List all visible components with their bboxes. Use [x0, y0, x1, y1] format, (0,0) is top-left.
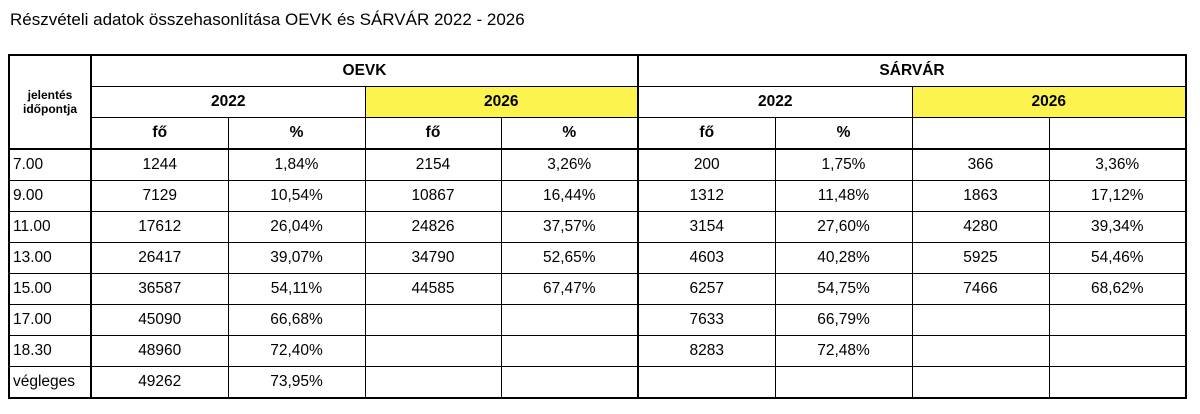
- row-time: végleges: [8, 366, 92, 399]
- row-time: 15.00: [8, 273, 92, 305]
- oevk-2026-pct-header: %: [500, 117, 639, 150]
- sarvar-2026-pct: [1048, 366, 1187, 399]
- oevk-2026-pct: 3,26%: [500, 148, 639, 181]
- sarvar-2026-fo: [911, 366, 1050, 399]
- sarvar-2026-pct-header: [1048, 117, 1187, 150]
- report-time-header: jelentés időpontja: [8, 54, 92, 150]
- sarvar-2026-pct: 17,12%: [1048, 180, 1187, 212]
- sarvar-2026-fo-header: [911, 117, 1050, 150]
- sarvar-2022-pct: 72,48%: [774, 335, 913, 367]
- oevk-2022-fo: 26417: [90, 242, 229, 274]
- table-row: 9.00 7129 10,54% 10867 16,44% 1312 11,48…: [8, 180, 1187, 212]
- table-row: 18.30 48960 72,40% 8283 72,48%: [8, 335, 1187, 367]
- sarvar-2022-fo: 200: [637, 148, 776, 181]
- sarvar-2022-pct: 66,79%: [774, 304, 913, 336]
- sarvar-2026-pct: [1048, 335, 1187, 367]
- table-row: 7.00 1244 1,84% 2154 3,26% 200 1,75% 366…: [8, 148, 1187, 181]
- oevk-2026-fo: 44585: [364, 273, 502, 305]
- sarvar-2026-pct: 54,46%: [1048, 242, 1187, 274]
- oevk-2026-pct: [500, 366, 639, 399]
- sarvar-2022-pct: 27,60%: [774, 211, 913, 243]
- row-time: 7.00: [8, 148, 92, 181]
- oevk-2022-fo: 17612: [90, 211, 229, 243]
- sarvar-2026-fo: 7466: [911, 273, 1050, 305]
- oevk-2026-pct: 52,65%: [500, 242, 639, 274]
- sarvar-year-2022-header: 2022: [637, 86, 913, 118]
- oevk-2022-fo: 45090: [90, 304, 229, 336]
- oevk-2022-fo: 7129: [90, 180, 229, 212]
- oevk-2026-pct: 37,57%: [500, 211, 639, 243]
- table-row: végleges 49262 73,95%: [8, 366, 1187, 399]
- oevk-2022-pct: 26,04%: [227, 211, 366, 243]
- group-header-sarvar: SÁRVÁR: [637, 54, 1187, 87]
- oevk-2022-pct: 73,95%: [227, 366, 366, 399]
- oevk-2022-pct: 54,11%: [227, 273, 366, 305]
- table-row: 11.00 17612 26,04% 24826 37,57% 3154 27,…: [8, 211, 1187, 243]
- report-time-header-line2: időpontja: [23, 102, 77, 116]
- sarvar-year-2026-header: 2026: [911, 86, 1187, 118]
- oevk-2026-fo: [364, 304, 502, 336]
- sarvar-2026-pct: [1048, 304, 1187, 336]
- oevk-2022-pct: 39,07%: [227, 242, 366, 274]
- sarvar-2022-fo: 8283: [637, 335, 776, 367]
- oevk-2026-fo: 24826: [364, 211, 502, 243]
- oevk-2022-fo-header: fő: [90, 117, 229, 150]
- sarvar-2022-fo: 4603: [637, 242, 776, 274]
- sarvar-2022-fo: 1312: [637, 180, 776, 212]
- sarvar-2026-pct: 3,36%: [1048, 148, 1187, 181]
- sarvar-2022-fo: 6257: [637, 273, 776, 305]
- sarvar-2026-pct: 68,62%: [1048, 273, 1187, 305]
- sarvar-2022-fo: [637, 366, 776, 399]
- oevk-2022-fo: 1244: [90, 148, 229, 181]
- oevk-2022-pct-header: %: [227, 117, 366, 150]
- sarvar-2022-pct: [774, 366, 913, 399]
- table-row: 13.00 26417 39,07% 34790 52,65% 4603 40,…: [8, 242, 1187, 274]
- sarvar-2026-fo: 1863: [911, 180, 1050, 212]
- oevk-2022-pct: 72,40%: [227, 335, 366, 367]
- oevk-2022-pct: 66,68%: [227, 304, 366, 336]
- oevk-2026-fo: [364, 366, 502, 399]
- row-time: 17.00: [8, 304, 92, 336]
- sarvar-2022-pct-header: %: [774, 117, 913, 150]
- row-time: 18.30: [8, 335, 92, 367]
- row-time: 9.00: [8, 180, 92, 212]
- row-time: 13.00: [8, 242, 92, 274]
- table-row: 15.00 36587 54,11% 44585 67,47% 6257 54,…: [8, 273, 1187, 305]
- oevk-2026-pct: 16,44%: [500, 180, 639, 212]
- oevk-2022-fo: 49262: [90, 366, 229, 399]
- oevk-year-2026-header: 2026: [364, 86, 639, 118]
- group-header-oevk: OEVK: [90, 54, 639, 87]
- sarvar-2026-fo: 366: [911, 148, 1050, 181]
- sarvar-2022-pct: 11,48%: [774, 180, 913, 212]
- oevk-2026-pct: 67,47%: [500, 273, 639, 305]
- oevk-2022-pct: 10,54%: [227, 180, 366, 212]
- oevk-2026-fo: [364, 335, 502, 367]
- oevk-2026-fo: 34790: [364, 242, 502, 274]
- sarvar-2026-fo: [911, 304, 1050, 336]
- oevk-2026-pct: [500, 335, 639, 367]
- oevk-2022-fo: 36587: [90, 273, 229, 305]
- oevk-2026-fo: 2154: [364, 148, 502, 181]
- sarvar-2022-fo: 7633: [637, 304, 776, 336]
- sarvar-2022-pct: 40,28%: [774, 242, 913, 274]
- page-title: Részvételi adatok összehasonlítása OEVK …: [10, 10, 525, 29]
- oevk-year-2022-header: 2022: [90, 86, 366, 118]
- sarvar-2026-fo: 4280: [911, 211, 1050, 243]
- oevk-2026-pct: [500, 304, 639, 336]
- oevk-2022-fo: 48960: [90, 335, 229, 367]
- sarvar-2022-fo-header: fő: [637, 117, 776, 150]
- turnout-table: jelentés időpontja OEVK SÁRVÁR 2022 2026…: [8, 54, 1187, 399]
- sarvar-2026-fo: [911, 335, 1050, 367]
- sarvar-2026-fo: 5925: [911, 242, 1050, 274]
- oevk-2022-pct: 1,84%: [227, 148, 366, 181]
- oevk-2026-fo-header: fő: [364, 117, 502, 150]
- sarvar-2022-pct: 54,75%: [774, 273, 913, 305]
- oevk-2026-fo: 10867: [364, 180, 502, 212]
- row-time: 11.00: [8, 211, 92, 243]
- sarvar-2026-pct: 39,34%: [1048, 211, 1187, 243]
- report-time-header-line1: jelentés: [27, 88, 73, 102]
- sarvar-2022-pct: 1,75%: [774, 148, 913, 181]
- sarvar-2022-fo: 3154: [637, 211, 776, 243]
- table-row: 17.00 45090 66,68% 7633 66,79%: [8, 304, 1187, 336]
